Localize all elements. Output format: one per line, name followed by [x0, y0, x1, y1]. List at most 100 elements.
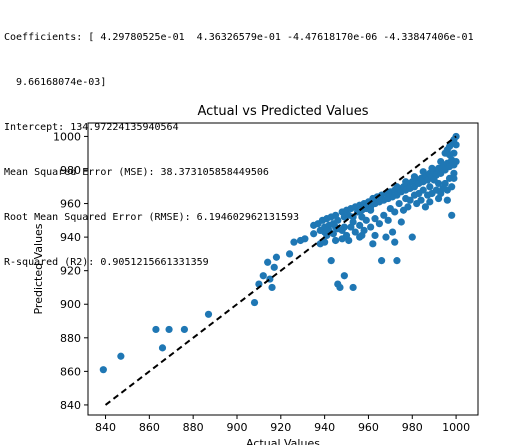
y-tick-label: 860: [60, 365, 81, 378]
data-point: [342, 231, 351, 240]
y-tick-label: 840: [60, 399, 81, 412]
data-point: [336, 283, 344, 292]
y-tick-label: 1000: [53, 130, 81, 143]
y-tick-label: 920: [60, 265, 81, 278]
data-point: [270, 263, 278, 271]
data-point: [430, 176, 438, 184]
console-output: Coefficients: [ 4.29780525e-01 4.3632657…: [4, 0, 524, 285]
x-tick-label: 1000: [442, 421, 470, 434]
data-point: [264, 258, 272, 266]
data-point: [402, 178, 410, 186]
data-point: [369, 240, 377, 248]
data-point: [371, 231, 379, 240]
data-point: [367, 223, 375, 231]
console-line-mse: Mean Squared Error (MSE): 38.37310585844…: [4, 167, 269, 178]
console-line-rmse: Root Mean Squared Error (RMSE): 6.194602…: [4, 212, 300, 223]
data-point: [285, 250, 294, 258]
data-point: [331, 236, 340, 245]
data-point: [351, 228, 359, 236]
data-point: [413, 199, 421, 208]
data-point: [290, 238, 298, 246]
data-point: [99, 366, 107, 374]
data-point: [395, 199, 403, 208]
data-point: [340, 223, 348, 231]
data-point: [301, 235, 309, 243]
data-point: [165, 325, 173, 334]
data-point: [371, 215, 379, 223]
data-point: [375, 196, 384, 204]
x-tick-label: 920: [270, 421, 291, 434]
data-point: [408, 233, 416, 241]
x-tick-label: 900: [226, 421, 247, 434]
data-point: [117, 352, 125, 360]
x-tick-label: 880: [183, 421, 204, 434]
plot-frame: [87, 122, 479, 416]
y-tick-label: 880: [60, 332, 81, 345]
data-point: [391, 238, 399, 246]
data-point: [250, 298, 259, 307]
x-tick-label: 840: [95, 421, 116, 434]
data-point: [445, 151, 454, 159]
x-tick-label: 860: [139, 421, 160, 434]
data-point: [426, 198, 434, 206]
data-point: [272, 253, 281, 261]
y-axis: 840 860 880 900 920 940 960 980 1000: [53, 130, 88, 412]
data-point: [443, 196, 451, 204]
data-point: [382, 233, 390, 241]
data-point: [402, 194, 410, 203]
data-point: [349, 283, 357, 292]
console-line-r2: R-squared (R2): 0.9051215661331359: [4, 257, 209, 268]
reference-line: [104, 135, 457, 406]
data-point: [316, 226, 324, 235]
data-point: [380, 211, 388, 219]
x-tick-label: 960: [358, 421, 379, 434]
data-point: [360, 226, 368, 235]
data-point: [393, 183, 401, 191]
data-point: [327, 257, 335, 265]
data-point: [384, 189, 392, 198]
data-point: [410, 173, 419, 181]
data-point: [428, 164, 436, 172]
data-point: [410, 191, 419, 199]
data-point: [386, 204, 394, 213]
data-point: [204, 310, 213, 318]
data-point: [321, 238, 329, 246]
data-point: [334, 216, 342, 224]
chart-marks: [99, 132, 460, 406]
data-point: [393, 257, 401, 265]
data-point: [268, 283, 276, 292]
data-point: [450, 161, 458, 169]
data-point: [152, 325, 160, 334]
data-point: [397, 218, 405, 226]
data-point: [445, 174, 454, 182]
data-point: [367, 206, 375, 214]
data-point: [377, 257, 386, 265]
y-tick-label: 980: [60, 164, 81, 177]
console-line-coefficients-cont: 9.66168074e-03]: [4, 77, 107, 88]
data-point: [259, 272, 267, 280]
x-axis-label: Actual Values: [246, 437, 320, 445]
data-point: [426, 183, 434, 191]
data-point: [349, 218, 357, 226]
data-point: [331, 223, 340, 231]
data-point: [358, 213, 366, 221]
y-tick-label: 900: [60, 298, 81, 311]
data-point: [424, 191, 432, 199]
scatter-chart: Actual vs Predicted Values 840 860 880 900 9…: [32, 104, 479, 445]
data-point: [323, 226, 331, 235]
data-point: [375, 220, 384, 228]
data-point: [310, 230, 318, 238]
y-axis-label: Predicted Values: [32, 223, 45, 314]
console-line-intercept: Intercept: 134.97224135940564: [4, 122, 179, 133]
data-point: [437, 157, 445, 166]
y-tick-label: 940: [60, 231, 81, 244]
data-point: [448, 183, 456, 191]
x-axis: 840 860 880 900 920 940 960 980 1000: [95, 415, 470, 434]
data-point: [158, 344, 167, 352]
data-point: [419, 168, 427, 176]
data-point: [450, 169, 458, 177]
data-point: [356, 221, 364, 229]
data-point: [399, 206, 408, 214]
data-point: [180, 325, 189, 334]
x-tick-label: 940: [314, 421, 335, 434]
